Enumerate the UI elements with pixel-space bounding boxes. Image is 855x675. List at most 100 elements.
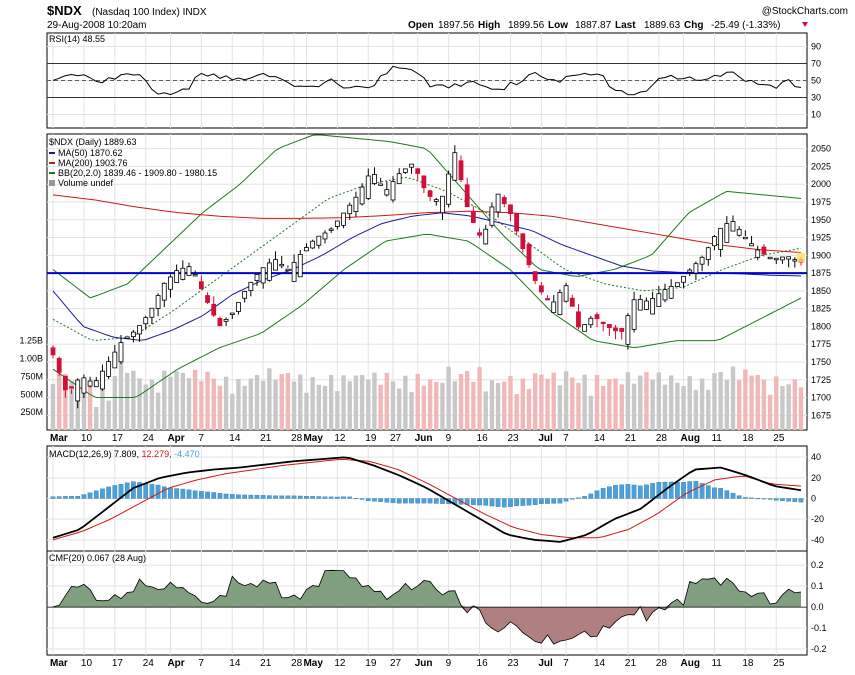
macd-hist-bar	[106, 486, 111, 499]
volume-bar	[328, 374, 334, 430]
macd-hist-bar	[161, 486, 167, 499]
candle-body	[730, 220, 736, 232]
x-label-bottom: Jun	[415, 658, 433, 669]
macd-hist-bar	[656, 482, 662, 499]
candle-body	[452, 152, 458, 181]
candle-body	[569, 297, 575, 307]
candle-body	[705, 247, 711, 260]
price-title: $NDX (Daily) 1889.63	[49, 137, 137, 147]
cmf-tick: -0.1	[811, 623, 827, 633]
candle-body	[724, 223, 730, 243]
macd-hist-bar	[681, 482, 686, 499]
quote-0: Open	[408, 20, 434, 31]
macd-hist-bar	[409, 498, 414, 504]
macd-hist-bar	[403, 498, 408, 504]
volume-bar	[730, 366, 736, 430]
volume-bar	[625, 372, 631, 430]
volume-bar	[638, 375, 643, 430]
volume-tick: 500M	[20, 389, 43, 399]
macd-hist-bar	[471, 498, 476, 506]
x-label-bottom: Apr	[167, 658, 184, 669]
volume-bar	[217, 385, 223, 430]
x-label-bottom: 23	[507, 658, 519, 669]
quote-3: 1899.56	[508, 20, 545, 31]
rsi-line	[52, 65, 802, 96]
candle-body	[433, 199, 439, 202]
volume-bar	[366, 379, 371, 430]
bb-mid-line	[52, 176, 802, 341]
macd-hist-bar	[211, 492, 217, 499]
volume-bar	[180, 372, 186, 430]
macd-hist-bar	[384, 498, 390, 503]
volume-bar	[662, 384, 668, 430]
symbol-title: $NDX	[47, 3, 82, 18]
rsi-tick: 50	[811, 76, 821, 86]
candle-body	[613, 327, 618, 332]
cmf-tick: -0.2	[811, 644, 827, 654]
volume-bar	[143, 384, 148, 430]
macd-hist-bar	[767, 498, 773, 500]
macd-hist-bar	[761, 498, 767, 500]
volume-bar	[600, 385, 606, 430]
macd-hist-bar	[712, 487, 717, 499]
candle-body	[143, 317, 149, 325]
x-label-bottom: 10	[81, 658, 93, 669]
candle-body	[767, 256, 773, 260]
candle-body	[650, 298, 656, 315]
volume-bar	[749, 375, 754, 430]
candle-body	[365, 175, 371, 199]
volume-bar	[118, 354, 124, 430]
macd-tick: 40	[811, 452, 821, 462]
volume-bar	[211, 378, 216, 430]
rsi-title: RSI(14) 48.55	[49, 34, 105, 44]
chg-down-icon	[802, 22, 808, 27]
symbol-name: (Nasdaq 100 Index) INDX	[92, 7, 207, 18]
volume-bar	[520, 378, 526, 430]
candle-body	[477, 232, 482, 236]
macd-hist-bar	[143, 483, 149, 499]
quote-9: -25.49 (-1.33%)	[711, 20, 780, 31]
candle-body	[501, 197, 507, 205]
x-label-bottom: May	[303, 658, 323, 669]
candle-body	[50, 347, 56, 356]
macd-hist-bar	[63, 496, 68, 499]
price-tick: 1925	[811, 233, 831, 243]
cmf-tick: 0.1	[811, 581, 824, 591]
volume-bar	[81, 389, 87, 430]
macd-hist-bar	[477, 498, 482, 506]
volume-bar	[112, 376, 118, 430]
x-label-bottom: Aug	[681, 658, 700, 669]
volume-bar	[588, 395, 594, 430]
x-label-bottom: 18	[742, 658, 754, 669]
macd-hist-bar	[229, 494, 235, 499]
candle-body	[291, 261, 297, 282]
x-label: Jun	[415, 433, 433, 444]
volume-bar	[446, 366, 451, 430]
x-label: 18	[742, 433, 754, 444]
candle-body	[285, 268, 291, 272]
volume-bar	[780, 386, 785, 430]
volume-bar	[594, 374, 600, 430]
cmf-tick: 0.0	[811, 602, 824, 612]
macd-hist-bar	[780, 498, 785, 501]
volume-bar	[316, 384, 322, 430]
candle-body	[464, 184, 470, 208]
x-label: Aug	[681, 433, 700, 444]
quote-7: 1889.63	[644, 20, 681, 31]
candle-body	[217, 318, 223, 327]
macd-hist-bar	[335, 496, 340, 499]
volume-bar	[483, 391, 488, 430]
macd-hist-bar	[631, 484, 637, 499]
x-label: Mar	[50, 433, 68, 444]
volume-bar	[495, 383, 501, 430]
volume-bar	[223, 376, 229, 430]
volume-bar	[124, 372, 130, 430]
volume-bar	[155, 392, 161, 430]
volume-tick: 1.25B	[19, 336, 43, 346]
volume-bar	[743, 369, 748, 430]
macd-hist-bar	[100, 488, 105, 499]
volume-bar	[310, 377, 315, 430]
candle-body	[668, 286, 674, 299]
candle-body	[588, 317, 594, 326]
rsi-tick: 90	[811, 42, 821, 52]
